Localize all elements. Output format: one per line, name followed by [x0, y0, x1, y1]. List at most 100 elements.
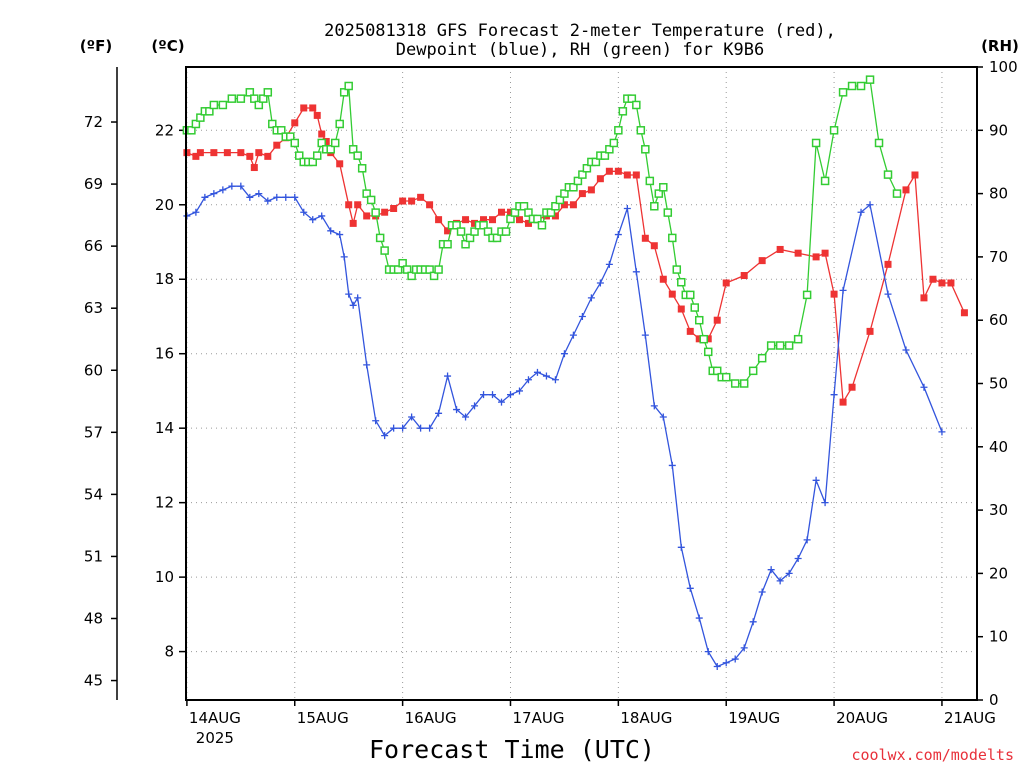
data-point — [237, 149, 245, 157]
data-point — [776, 245, 784, 253]
data-point — [330, 138, 340, 148]
data-point — [510, 208, 520, 217]
data-point — [524, 219, 532, 227]
data-point — [641, 234, 649, 242]
x-tick-label: 21AUG — [944, 709, 996, 727]
data-point — [551, 212, 559, 220]
data-point — [322, 137, 330, 145]
data-point — [569, 201, 577, 209]
celsius-tick-label: 18 — [155, 270, 174, 288]
data-point — [465, 233, 475, 243]
data-point — [767, 566, 775, 574]
data-point — [348, 145, 358, 154]
x-tick-label: 18AUG — [620, 709, 672, 727]
data-point — [264, 152, 272, 160]
data-point — [498, 208, 506, 216]
data-point — [219, 186, 227, 194]
data-point — [677, 543, 685, 551]
data-point — [569, 183, 578, 192]
data-point — [218, 100, 228, 110]
data-point — [641, 331, 649, 339]
data-point — [371, 208, 380, 217]
data-point — [344, 81, 353, 91]
data-point — [677, 305, 685, 313]
data-point — [775, 341, 785, 350]
fahrenheit-tick-label: 54 — [84, 485, 103, 503]
data-point — [830, 290, 838, 298]
fahrenheit-tick-label: 72 — [84, 113, 103, 131]
data-point — [291, 119, 299, 127]
data-point — [471, 402, 479, 410]
rh-tick-label: 80 — [989, 185, 1008, 203]
data-point — [254, 100, 264, 110]
data-point — [690, 303, 700, 312]
data-point — [434, 265, 443, 274]
data-point — [874, 138, 884, 148]
fahrenheit-tick-label: 63 — [84, 299, 103, 317]
rh-unit-label: (RH) — [981, 37, 1019, 55]
data-point — [883, 170, 893, 179]
rh-tick-label: 90 — [989, 121, 1008, 139]
x-tick-label: 15AUG — [297, 709, 349, 727]
series-rh — [182, 75, 902, 388]
data-point — [407, 271, 416, 281]
data-point — [372, 417, 380, 425]
data-point — [191, 119, 201, 129]
data-point — [300, 208, 308, 216]
data-point — [236, 94, 246, 103]
data-point — [884, 290, 892, 298]
data-point — [614, 126, 623, 135]
data-point — [632, 268, 640, 276]
data-point — [812, 476, 820, 484]
data-point — [600, 151, 610, 160]
rh-tick-label: 20 — [989, 564, 1008, 582]
data-point — [645, 176, 655, 186]
data-point — [519, 202, 529, 211]
data-point — [641, 145, 650, 154]
data-point — [668, 461, 676, 469]
data-point — [277, 126, 286, 135]
data-point — [596, 175, 604, 183]
data-point — [327, 227, 335, 235]
data-point — [349, 301, 357, 309]
data-point — [353, 151, 362, 160]
data-point — [426, 424, 434, 432]
data-point — [426, 201, 434, 209]
data-point — [650, 202, 659, 211]
data-point — [609, 138, 619, 148]
data-point — [866, 201, 874, 209]
data-point — [703, 347, 713, 357]
data-point — [250, 94, 259, 103]
data-point — [960, 309, 968, 317]
data-point — [812, 253, 820, 261]
data-point — [938, 279, 946, 287]
data-point — [569, 331, 577, 339]
data-point — [794, 249, 802, 257]
data-point — [722, 659, 730, 667]
data-point — [399, 424, 407, 432]
data-point — [245, 88, 255, 97]
data-point — [286, 132, 295, 141]
data-point — [290, 138, 300, 148]
data-point — [542, 372, 550, 380]
data-point — [313, 111, 321, 119]
data-point — [362, 189, 371, 198]
data-point — [758, 588, 766, 596]
data-point — [515, 216, 523, 224]
data-point — [829, 126, 839, 135]
data-point — [380, 246, 389, 255]
data-point — [425, 265, 434, 274]
data-point — [713, 662, 721, 670]
data-point — [480, 391, 488, 399]
data-point — [623, 171, 631, 179]
data-point — [695, 614, 703, 622]
data-point — [838, 88, 848, 97]
data-point — [417, 424, 425, 432]
data-point — [533, 368, 541, 376]
chart-title-line-1: 2025081318 GFS Forecast 2-meter Temperat… — [324, 21, 836, 41]
data-point — [335, 119, 344, 129]
data-point — [354, 294, 362, 302]
data-point — [501, 227, 511, 236]
data-point — [591, 157, 601, 167]
data-point — [196, 149, 204, 157]
